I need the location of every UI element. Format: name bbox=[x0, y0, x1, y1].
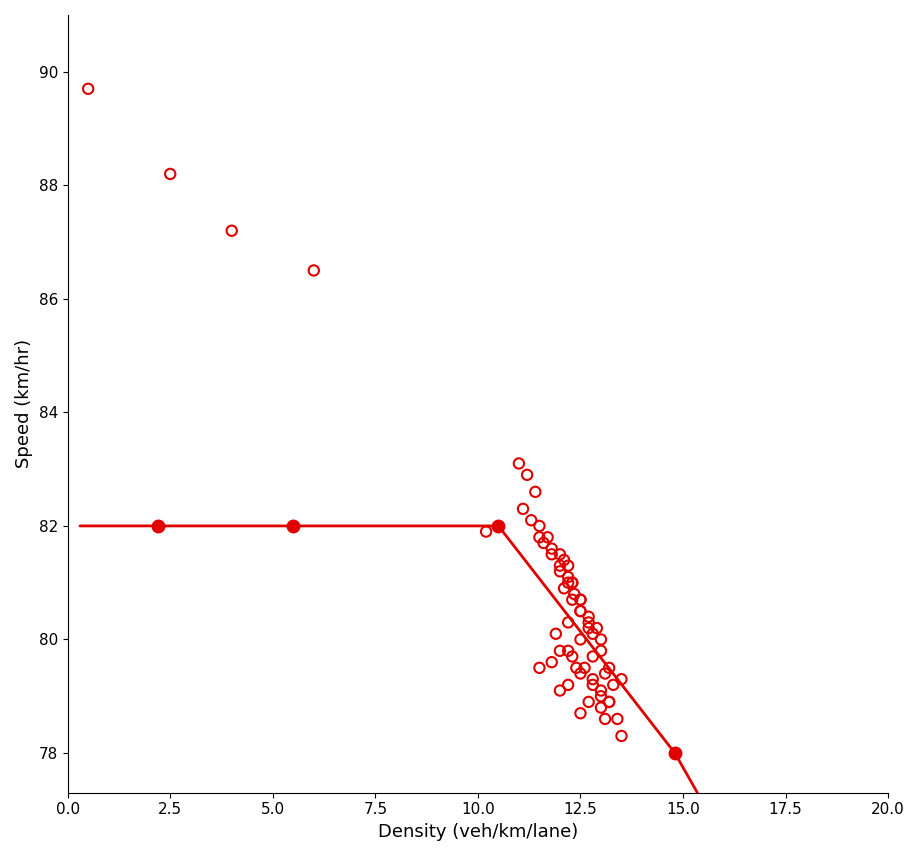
Point bbox=[581, 621, 596, 635]
Point bbox=[561, 615, 575, 629]
Point bbox=[573, 604, 587, 618]
Point bbox=[609, 712, 624, 726]
Point bbox=[573, 593, 587, 607]
Point bbox=[478, 525, 493, 538]
Point bbox=[584, 627, 599, 640]
Point bbox=[584, 672, 599, 686]
Point bbox=[556, 553, 571, 567]
X-axis label: Density (veh/km/lane): Density (veh/km/lane) bbox=[378, 823, 577, 841]
Point bbox=[581, 609, 596, 623]
Point bbox=[561, 644, 575, 657]
Point bbox=[511, 456, 526, 470]
Point bbox=[564, 576, 579, 590]
Point bbox=[584, 650, 599, 663]
Point bbox=[584, 678, 599, 692]
Point bbox=[601, 661, 616, 675]
Y-axis label: Speed (km/hr): Speed (km/hr) bbox=[15, 339, 33, 468]
Point bbox=[614, 729, 629, 743]
Point bbox=[536, 536, 550, 550]
Point bbox=[561, 559, 575, 573]
Point bbox=[568, 661, 583, 675]
Point bbox=[163, 167, 177, 181]
Point bbox=[573, 706, 587, 720]
Point bbox=[544, 548, 559, 562]
Point bbox=[564, 576, 579, 590]
Point bbox=[593, 644, 607, 657]
Point bbox=[224, 224, 239, 238]
Point bbox=[531, 661, 546, 675]
Point bbox=[544, 542, 559, 556]
Point bbox=[576, 661, 591, 675]
Point bbox=[573, 593, 587, 607]
Point bbox=[573, 667, 587, 681]
Point bbox=[597, 712, 612, 726]
Point bbox=[306, 264, 321, 277]
Point bbox=[564, 650, 579, 663]
Point bbox=[581, 615, 596, 629]
Point bbox=[561, 570, 575, 584]
Point bbox=[561, 576, 575, 590]
Point bbox=[589, 621, 604, 635]
Point bbox=[601, 695, 616, 709]
Point bbox=[539, 531, 554, 544]
Point bbox=[523, 514, 538, 527]
Point bbox=[552, 644, 567, 657]
Point bbox=[556, 581, 571, 595]
Point bbox=[593, 633, 607, 646]
Point bbox=[519, 468, 534, 482]
Point bbox=[581, 695, 596, 709]
Point bbox=[601, 695, 616, 709]
Point bbox=[606, 678, 620, 692]
Point bbox=[515, 502, 529, 515]
Point bbox=[552, 548, 567, 562]
Point bbox=[573, 604, 587, 618]
Point bbox=[531, 531, 546, 544]
Point bbox=[614, 672, 629, 686]
Point bbox=[564, 593, 579, 607]
Point bbox=[548, 627, 562, 640]
Point bbox=[573, 633, 587, 646]
Point bbox=[566, 587, 581, 601]
Point bbox=[531, 519, 546, 532]
Point bbox=[593, 684, 607, 698]
Point bbox=[593, 689, 607, 703]
Point bbox=[552, 564, 567, 578]
Point bbox=[528, 485, 542, 499]
Point bbox=[552, 559, 567, 573]
Point bbox=[552, 684, 567, 698]
Point bbox=[81, 82, 96, 96]
Point bbox=[561, 678, 575, 692]
Point bbox=[544, 656, 559, 669]
Point bbox=[593, 701, 607, 715]
Point bbox=[597, 667, 612, 681]
